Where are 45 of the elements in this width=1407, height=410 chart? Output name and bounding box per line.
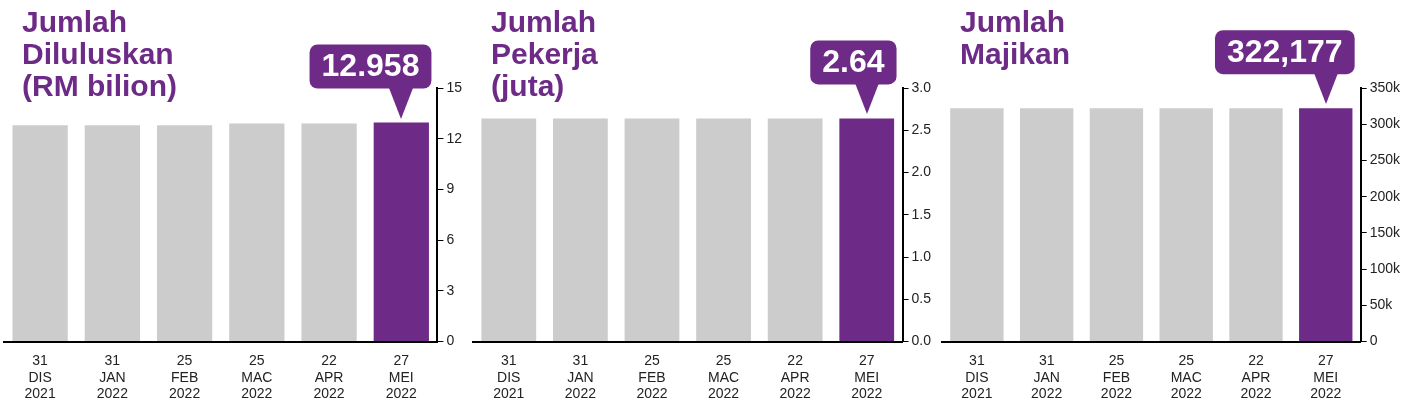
x-tick-label: 25 FEB 2022 [636, 351, 668, 402]
data-label: 12.958 [321, 47, 420, 84]
x-tick-label: 25 MAC 2022 [1170, 351, 1202, 402]
y-tick-label: 50k [1369, 296, 1394, 313]
y-tick-label: 0.0 [911, 332, 932, 349]
y-tick-label: 2.5 [911, 121, 932, 138]
x-tick-label: 27 MEI 2022 [851, 351, 883, 402]
y-tick-label: 2.0 [911, 163, 932, 180]
x-tick-label: 25 MAC 2022 [707, 351, 740, 402]
x-tick-label: 27 MEI 2022 [1310, 351, 1342, 402]
y-tick-label: 0 [1369, 332, 1378, 349]
x-tick-label: 31 JAN 2022 [96, 351, 129, 402]
chart-title: Jumlah Majikan [960, 5, 1071, 70]
x-tick-label: 31 DIS 2021 [961, 351, 993, 402]
x-tick-label: 31 DIS 2021 [493, 351, 525, 402]
x-tick-label: 27 MEI 2022 [385, 351, 418, 402]
y-tick-label: 0.5 [911, 290, 932, 307]
y-tick-label: 150k [1369, 223, 1401, 240]
x-tick-label: 25 FEB 2022 [169, 351, 201, 402]
y-tick-label: 300k [1369, 115, 1401, 132]
x-tick-label: 31 JAN 2022 [1031, 351, 1063, 402]
data-label: 2.64 [822, 43, 885, 80]
x-tick-label: 22 APR 2022 [1240, 351, 1272, 402]
x-tick-label: 22 APR 2022 [779, 351, 811, 402]
x-tick-label: 25 FEB 2022 [1100, 351, 1133, 402]
y-tick-label: 9 [446, 180, 455, 197]
x-tick-label: 22 APR 2022 [313, 351, 345, 402]
y-tick-label: 6 [446, 231, 455, 248]
y-tick-label: 3 [446, 281, 455, 298]
y-tick-label: 12 [446, 129, 463, 146]
y-tick-label: 350k [1369, 78, 1401, 95]
y-tick-label: 15 [446, 78, 463, 95]
x-tick-label: 25 MAC 2022 [241, 351, 273, 402]
y-tick-label: 100k [1369, 260, 1401, 276]
y-tick-label: 1.0 [911, 247, 932, 264]
x-tick-label: 31 DIS 2021 [24, 351, 56, 402]
x-tick-label: 31 JAN 2022 [564, 351, 597, 402]
chart-title: Jumlah Pekerja (juta) [491, 5, 598, 102]
y-tick-label: 1.5 [911, 205, 932, 222]
y-tick-label: 0 [446, 332, 455, 349]
y-tick-label: 250k [1369, 151, 1401, 168]
data-label: 322,177 [1226, 32, 1343, 69]
chart-title: Jumlah Diluluskan (RM bilion) [22, 5, 177, 102]
y-tick-label: 200k [1369, 187, 1401, 204]
y-tick-label: 3.0 [911, 78, 932, 95]
